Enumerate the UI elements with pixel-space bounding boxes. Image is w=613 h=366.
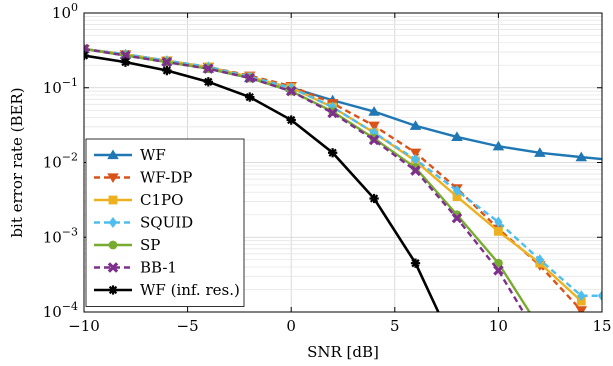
x-tick-label-0: −10	[68, 317, 100, 335]
legend-entry-3: SQUID	[94, 214, 193, 232]
series-6-point-7	[369, 193, 379, 204]
series-4-point-10	[494, 258, 503, 268]
legend-entry-5: BB-1	[94, 259, 177, 277]
plot-area	[84, 43, 602, 312]
series-3-point-13	[597, 290, 602, 302]
axis-ticks: −10 −5 0 5 10 15 10−4 10−3 10−2 10−1 100	[43, 1, 612, 335]
legend-marker-6	[108, 285, 118, 295]
legend-marker-1	[107, 173, 119, 183]
series-6	[84, 50, 440, 312]
series-line-6	[84, 54, 440, 312]
series-1-point-8	[409, 148, 422, 159]
series-0-point-11	[534, 147, 546, 157]
legend-label-0: WF	[140, 146, 166, 164]
legend-label-3: SQUID	[140, 214, 193, 232]
series-0-point-8	[409, 120, 422, 130]
series-0-point-12	[575, 151, 588, 162]
series-2-point-10	[494, 226, 503, 236]
legend-entry-4: SP	[94, 236, 160, 254]
series-5-point-9	[451, 212, 463, 224]
legend: WF WF-DP C1PO SQUID SP BB-1 WF (inf. res.)	[85, 138, 245, 307]
series-3-point-8	[411, 153, 420, 165]
series-5-point-5	[285, 85, 297, 97]
series-3-point-10	[494, 216, 503, 228]
series-6-point-5	[286, 115, 296, 125]
legend-label-4: SP	[140, 236, 160, 254]
series-6-point-2	[162, 65, 172, 76]
legend-marker-0	[107, 149, 119, 160]
series-1-point-7	[368, 121, 380, 132]
legend-marker-5	[107, 262, 119, 273]
series-6-point-8	[410, 258, 421, 268]
legend-marker-4	[108, 240, 118, 250]
series-5-point-10	[493, 265, 504, 276]
legend-label-1: WF-DP	[140, 169, 192, 187]
y-tick-label-2: 10−2	[43, 151, 78, 172]
legend-entry-2: C1PO	[94, 191, 183, 209]
series-0-point-10	[492, 140, 505, 151]
x-axis-label: SNR [dB]	[307, 343, 379, 361]
series-0-point-7	[368, 106, 380, 116]
series-line-3	[84, 47, 602, 297]
series-5-point-6	[327, 107, 338, 119]
series-layer	[84, 43, 602, 312]
series-6-point-6	[327, 148, 338, 158]
legend-label-2: C1PO	[140, 191, 183, 209]
x-tick-label-3: 5	[390, 317, 400, 335]
legend-marker-2	[108, 195, 118, 205]
y-tick-label-4: 100	[52, 1, 78, 22]
y-tick-label-0: 10−4	[43, 300, 78, 321]
series-6-point-3	[203, 77, 213, 87]
series-2-point-9	[452, 192, 462, 201]
series-5-point-3	[203, 63, 214, 74]
y-tick-label-3: 10−1	[43, 76, 78, 97]
legend-entry-6: WF (inf. res.)	[94, 281, 240, 299]
legend-marker-3	[108, 217, 118, 228]
x-tick-label-4: 10	[489, 317, 508, 335]
series-5-point-8	[410, 165, 421, 176]
series-6-point-4	[245, 92, 255, 102]
legend-entry-0: WF	[94, 146, 166, 164]
series-5-point-4	[244, 72, 256, 84]
series-5-point-2	[161, 56, 173, 68]
series-line-5	[84, 47, 525, 312]
x-tick-label-2: 0	[286, 317, 296, 335]
legend-label-6: WF (inf. res.)	[140, 281, 240, 299]
series-1-point-12	[575, 306, 588, 312]
series-0-point-9	[451, 131, 463, 142]
series-5-point-7	[368, 134, 380, 146]
x-tick-label-5: 15	[592, 317, 611, 335]
x-tick-label-1: −5	[177, 317, 199, 335]
legend-label-5: BB-1	[140, 259, 177, 277]
series-6-point-1	[120, 57, 131, 67]
y-tick-label-1: 10−3	[43, 225, 78, 246]
series-3-point-11	[535, 254, 544, 266]
series-5	[84, 43, 525, 312]
legend-entry-1: WF-DP	[94, 169, 192, 187]
y-axis-label: bit error rate (BER)	[8, 87, 26, 237]
series-3-point-9	[452, 185, 462, 197]
series-3-point-12	[577, 290, 586, 302]
